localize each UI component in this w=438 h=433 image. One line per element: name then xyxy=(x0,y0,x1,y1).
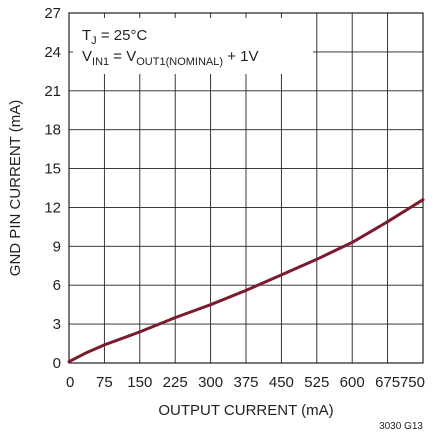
plot-frame xyxy=(68,12,424,364)
x-tick-label: 375 xyxy=(233,374,258,391)
y-tick-label: 18 xyxy=(44,122,61,139)
gnd-pin-current-curve xyxy=(67,198,425,364)
y-tick-label: 21 xyxy=(44,83,61,100)
annotation-background xyxy=(73,18,313,74)
y-tick-label: 0 xyxy=(53,355,61,372)
y-tick-label: 27 xyxy=(44,5,61,22)
figure-id: 3030 G13 xyxy=(379,421,423,432)
y-tick-label: 9 xyxy=(53,238,61,255)
y-axis-title: GND PIN CURRENT (mA) xyxy=(7,100,24,276)
annotation-input-voltage: VIN1 = VOUT1(NOMINAL) + 1V xyxy=(82,48,258,68)
annotation-temperature: TJ = 25°C xyxy=(82,27,147,47)
y-axis-ticks: 0 3 6 9 12 15 18 21 24 27 xyxy=(44,5,61,372)
x-tick-label: 150 xyxy=(127,374,152,391)
x-axis-title: OUTPUT CURRENT (mA) xyxy=(158,402,333,419)
x-tick-label: 0 xyxy=(66,374,74,391)
x-tick-label: 525 xyxy=(304,374,329,391)
y-tick-label: 12 xyxy=(44,199,61,216)
y-tick-label: 3 xyxy=(53,316,61,333)
data-series xyxy=(67,198,425,364)
x-tick-label: 600 xyxy=(340,374,365,391)
y-tick-label: 24 xyxy=(44,44,61,61)
y-tick-label: 6 xyxy=(53,277,61,294)
x-tick-label: 675 xyxy=(375,374,400,391)
x-axis-ticks: 0 75 150 225 300 375 450 525 600 675 750 xyxy=(66,374,425,391)
x-tick-label: 225 xyxy=(163,374,188,391)
x-tick-label: 750 xyxy=(400,374,425,391)
x-tick-label: 75 xyxy=(96,374,113,391)
y-tick-label: 15 xyxy=(44,161,61,178)
x-tick-label: 450 xyxy=(269,374,294,391)
x-tick-label: 300 xyxy=(198,374,223,391)
